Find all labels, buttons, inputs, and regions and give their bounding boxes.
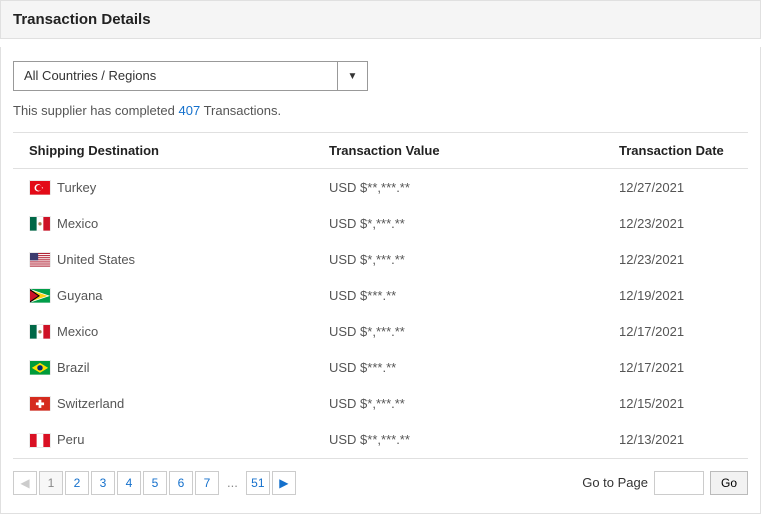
pager-page-button[interactable]: 1 (39, 471, 63, 495)
cell-date: 12/17/2021 (619, 324, 732, 339)
cell-date: 12/27/2021 (619, 180, 732, 195)
cell-destination: United States (29, 251, 329, 267)
mexico-flag-icon (29, 324, 51, 339)
pager-page-button[interactable]: 5 (143, 471, 167, 495)
main-panel: All Countries / Regions ▼ This supplier … (0, 47, 761, 514)
cell-date: 12/23/2021 (619, 252, 732, 267)
table-row: Peru USD $**,***.**12/13/2021 (13, 421, 748, 457)
cell-value: USD $*,***.** (329, 252, 619, 267)
table-row: United States USD $*,***.**12/23/2021 (13, 241, 748, 277)
col-header-value: Transaction Value (329, 143, 619, 158)
country-name: Turkey (57, 180, 96, 195)
goto-page: Go to Page Go (582, 471, 748, 495)
table-row: Switzerland USD $*,***.**12/15/2021 (13, 385, 748, 421)
pager-page-button[interactable]: 4 (117, 471, 141, 495)
pagination-pages: ◀ 1234567 ... 51 ▶ (13, 471, 296, 495)
pager-ellipsis: ... (221, 475, 244, 490)
pagination: ◀ 1234567 ... 51 ▶ Go to Page Go (13, 459, 748, 499)
table-row: Guyana USD $***.**12/19/2021 (13, 277, 748, 313)
summary-suffix: Transactions. (200, 103, 281, 118)
cell-destination: Brazil (29, 359, 329, 375)
country-name: Brazil (57, 360, 90, 375)
country-name: Guyana (57, 288, 103, 303)
cell-date: 12/13/2021 (619, 432, 732, 447)
pager-last-page-button[interactable]: 51 (246, 471, 270, 495)
cell-value: USD $*,***.** (329, 216, 619, 231)
cell-date: 12/17/2021 (619, 360, 732, 375)
pager-page-button[interactable]: 7 (195, 471, 219, 495)
goto-page-input[interactable] (654, 471, 704, 495)
guyana-flag-icon (29, 288, 51, 303)
cell-destination: Switzerland (29, 395, 329, 411)
chevron-right-icon: ▶ (279, 476, 288, 490)
page-header: Transaction Details (0, 0, 761, 39)
cell-value: USD $***.** (329, 360, 619, 375)
goto-label: Go to Page (582, 475, 648, 490)
cell-destination: Peru (29, 431, 329, 447)
cell-value: USD $***.** (329, 288, 619, 303)
cell-value: USD $**,***.** (329, 432, 619, 447)
country-filter-label: All Countries / Regions (14, 62, 337, 90)
pager-page-button[interactable]: 6 (169, 471, 193, 495)
united-states-flag-icon (29, 252, 51, 267)
table-row: Mexico USD $*,***.**12/23/2021 (13, 205, 748, 241)
cell-date: 12/23/2021 (619, 216, 732, 231)
go-button[interactable]: Go (710, 471, 748, 495)
cell-value: USD $*,***.** (329, 396, 619, 411)
summary-prefix: This supplier has completed (13, 103, 178, 118)
country-name: Mexico (57, 324, 98, 339)
pager-prev-button[interactable]: ◀ (13, 471, 37, 495)
table-header: Shipping Destination Transaction Value T… (13, 133, 748, 169)
brazil-flag-icon (29, 360, 51, 375)
chevron-left-icon: ◀ (20, 476, 29, 490)
page-title: Transaction Details (13, 11, 748, 28)
chevron-down-icon: ▼ (337, 62, 367, 90)
pager-next-button[interactable]: ▶ (272, 471, 296, 495)
peru-flag-icon (29, 433, 51, 448)
table-row: Mexico USD $*,***.**12/17/2021 (13, 313, 748, 349)
cell-destination: Mexico (29, 215, 329, 231)
summary-text: This supplier has completed 407 Transact… (13, 103, 748, 118)
col-header-date: Transaction Date (619, 143, 732, 158)
table-row: Turkey USD $**,***.**12/27/2021 (13, 169, 748, 205)
turkey-flag-icon (29, 180, 51, 195)
country-name: Peru (57, 433, 84, 448)
cell-date: 12/15/2021 (619, 396, 732, 411)
col-header-destination: Shipping Destination (29, 143, 329, 158)
transactions-table: Shipping Destination Transaction Value T… (13, 132, 748, 459)
mexico-flag-icon (29, 216, 51, 231)
cell-value: USD $*,***.** (329, 324, 619, 339)
cell-value: USD $**,***.** (329, 180, 619, 195)
country-filter-dropdown[interactable]: All Countries / Regions ▼ (13, 61, 368, 91)
cell-date: 12/19/2021 (619, 288, 732, 303)
switzerland-flag-icon (29, 396, 51, 411)
country-name: United States (57, 252, 135, 267)
cell-destination: Guyana (29, 287, 329, 303)
cell-destination: Turkey (29, 179, 329, 195)
cell-destination: Mexico (29, 323, 329, 339)
pager-page-button[interactable]: 3 (91, 471, 115, 495)
country-name: Switzerland (57, 396, 124, 411)
country-name: Mexico (57, 216, 98, 231)
pager-page-button[interactable]: 2 (65, 471, 89, 495)
summary-count: 407 (178, 103, 200, 118)
table-row: Brazil USD $***.**12/17/2021 (13, 349, 748, 385)
